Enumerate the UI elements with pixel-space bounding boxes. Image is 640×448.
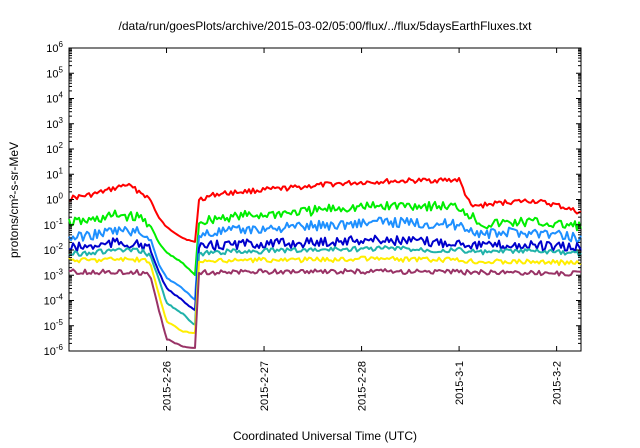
y-tick-label: 102: [46, 141, 63, 156]
series-line-1: [68, 177, 582, 243]
x-tick-label: 2015-2-26: [162, 361, 174, 411]
series-line-3: [68, 216, 582, 301]
series-line-5: [68, 245, 582, 326]
y-tick-label: 104: [46, 91, 63, 106]
y-tick-label: 101: [46, 166, 63, 181]
plot-area: [68, 47, 582, 352]
y-tick-label: 106: [46, 40, 63, 55]
x-tick-label: 2015-3-2: [552, 361, 564, 405]
x-axis: 2015-2-26 2015-2-27 2015-2-28 2015-3-1 2015-…: [162, 48, 564, 411]
y-tick-label: 10-6: [44, 343, 64, 358]
y-tick-label: 10-1: [44, 217, 64, 232]
x-tick-label: 2015-2-28: [357, 361, 369, 411]
y-tick-label: 10-5: [44, 318, 64, 333]
series-line-6: [68, 255, 582, 334]
y-tick-label: 10-4: [44, 293, 64, 308]
y-tick-label: 100: [46, 192, 63, 207]
y-tick-label: 103: [46, 116, 63, 131]
x-tick-label: 2015-3-1: [454, 361, 466, 405]
chart-title: /data/run/goesPlots/archive/2015-03-02/0…: [119, 19, 533, 33]
plot-frame: [68, 47, 582, 352]
y-tick-label: 10-2: [44, 242, 64, 257]
y-tick-label: 105: [46, 65, 63, 80]
x-tick-label: 2015-2-27: [259, 361, 271, 411]
y-tick-label: 10-3: [44, 267, 64, 282]
y-axis-label: protons/cm²-s-sr-MeV: [7, 142, 21, 258]
series-line-2: [68, 200, 582, 277]
series-line-4: [68, 234, 582, 312]
x-axis-label: Coordinated Universal Time (UTC): [233, 429, 417, 443]
series-line-7: [68, 268, 582, 349]
y-axis: 10-6 10-5 10-4 10-3 10-2 10-1 100 101 102 103 104 1…: [44, 40, 581, 358]
series-layer: [68, 177, 582, 349]
